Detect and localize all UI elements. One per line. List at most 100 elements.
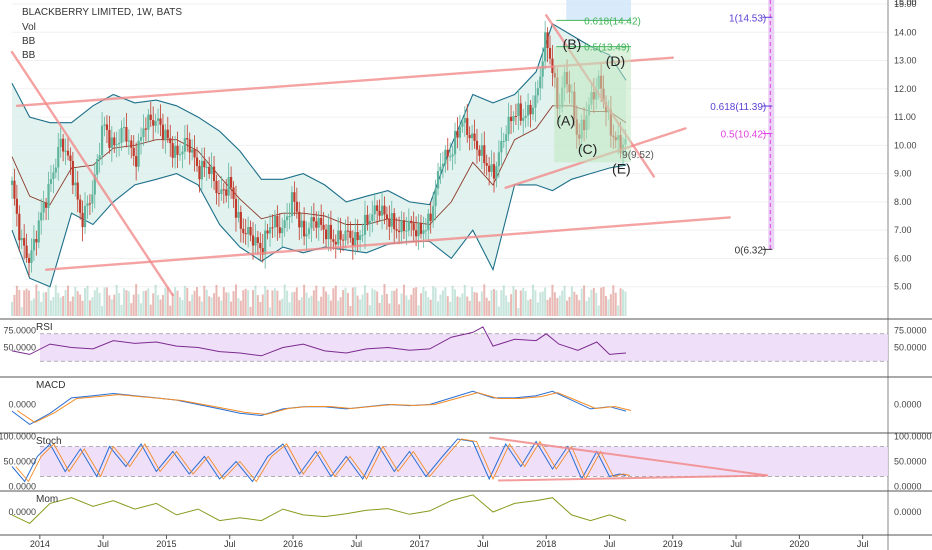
volume-bar bbox=[164, 287, 167, 316]
time-tick-label: 2019 bbox=[663, 539, 683, 549]
candle-body bbox=[303, 220, 306, 237]
volume-bar bbox=[619, 288, 622, 316]
volume-bar bbox=[300, 297, 303, 316]
volume-bar bbox=[346, 292, 349, 316]
price-tick-label: 7.00 bbox=[894, 225, 912, 235]
candle-body bbox=[461, 122, 464, 127]
volume-bar bbox=[237, 298, 240, 316]
volume-bar bbox=[269, 307, 272, 316]
candle-body bbox=[317, 217, 320, 228]
volume-bar bbox=[437, 301, 440, 316]
candle-body bbox=[191, 149, 194, 153]
volume-bar bbox=[183, 285, 186, 316]
volume-bar bbox=[490, 289, 493, 316]
price-grid bbox=[12, 3, 888, 288]
stoch-signal-line bbox=[15, 438, 630, 483]
time-tick-label: 2018 bbox=[536, 539, 556, 549]
volume-bar bbox=[395, 288, 398, 316]
candle-body bbox=[64, 150, 67, 152]
candle-body bbox=[544, 32, 547, 62]
volume-bar bbox=[174, 287, 177, 316]
candle-body bbox=[198, 166, 201, 180]
candle-body bbox=[383, 205, 386, 215]
volume-bar bbox=[410, 294, 413, 316]
candle-body bbox=[118, 142, 121, 145]
oscillator-panels[interactable]: RSI 75.000075.000050.000050.0000MACD0.000… bbox=[0, 318, 932, 525]
candle-body bbox=[37, 220, 40, 243]
candle-body bbox=[264, 230, 267, 255]
candle-body bbox=[232, 187, 235, 199]
candle-body bbox=[239, 211, 242, 229]
candle-body bbox=[261, 248, 264, 255]
volume-bar bbox=[583, 285, 586, 316]
volume-bar bbox=[286, 290, 289, 316]
candle-body bbox=[98, 155, 101, 160]
stoch-tick-label: 100.0000 bbox=[894, 432, 932, 442]
time-tick-label: 2017 bbox=[410, 539, 430, 549]
volume-bar bbox=[244, 288, 247, 316]
volume-bar bbox=[332, 288, 335, 316]
volume-bar bbox=[310, 295, 313, 316]
candle-body bbox=[363, 214, 367, 235]
candle-body bbox=[422, 230, 425, 234]
volume-bar bbox=[480, 291, 483, 316]
candle-body bbox=[361, 234, 364, 236]
volume-bar bbox=[307, 297, 310, 316]
candle-body bbox=[400, 220, 403, 233]
volume-bar bbox=[32, 298, 35, 316]
volume-bar bbox=[471, 287, 474, 316]
volume-bar bbox=[417, 305, 420, 316]
candle-body bbox=[417, 222, 420, 237]
candle-body bbox=[181, 151, 184, 155]
candle-body bbox=[402, 220, 406, 232]
fib-retracement-purple[interactable]: 1(14.53) 0.618(11.39) 0.5(10.42) 0(6.32) bbox=[710, 0, 775, 256]
fib-retracement-green[interactable]: 0.618(14.42) 0.5(13.49) bbox=[554, 0, 641, 163]
candle-body bbox=[534, 95, 537, 108]
candle-body bbox=[88, 203, 92, 205]
candle-body bbox=[531, 107, 535, 115]
candle-body bbox=[458, 126, 462, 138]
candle-body bbox=[281, 227, 284, 234]
candle-body bbox=[529, 104, 532, 115]
time-tick-label: 2014 bbox=[30, 539, 50, 549]
price-tick-label: 12.00 bbox=[894, 84, 917, 94]
fib-level-label: 1(14.53) bbox=[729, 13, 766, 24]
candle-body bbox=[393, 213, 396, 230]
volume-bar bbox=[84, 288, 87, 316]
candle-body bbox=[514, 116, 518, 118]
volume-bar bbox=[25, 288, 28, 316]
rsi-tick-label: 50.0000 bbox=[894, 343, 927, 353]
candle-body bbox=[203, 160, 206, 168]
time-axis[interactable]: 2014 Jul 2015 Jul 2016 Jul 2017 Jul 2018 Jul 2019 J… bbox=[0, 534, 932, 549]
candle-body bbox=[222, 189, 225, 191]
volume-bar bbox=[149, 304, 152, 316]
candle-body bbox=[471, 133, 474, 139]
candle-body bbox=[475, 140, 479, 150]
candle-body bbox=[30, 250, 33, 263]
candle-body bbox=[497, 152, 500, 167]
volume-bar bbox=[315, 285, 318, 316]
volume-bar bbox=[322, 286, 325, 316]
mom-line bbox=[11, 494, 627, 525]
rsi-tick-label-left: 50.0000 bbox=[3, 343, 36, 353]
volume-bar bbox=[273, 288, 276, 316]
candle-body bbox=[268, 227, 272, 234]
volume-bar bbox=[108, 295, 111, 316]
volume-bar bbox=[590, 289, 593, 316]
price-axis[interactable]: 15.00 14.00 13.00 12.00 11.00 10.00 9.00 8.00 7.… bbox=[887, 0, 917, 550]
candle-body bbox=[249, 227, 252, 236]
candle-body bbox=[395, 229, 398, 231]
candle-body bbox=[427, 213, 430, 231]
volume-bar bbox=[344, 287, 347, 316]
candle-body bbox=[25, 245, 28, 258]
wave-label: (A) bbox=[556, 113, 575, 129]
volume-bar bbox=[604, 295, 607, 316]
volume-bar bbox=[454, 289, 457, 316]
volume-bar bbox=[600, 287, 603, 316]
candle-body bbox=[507, 116, 510, 135]
volume-bar bbox=[200, 301, 203, 316]
candle-body bbox=[229, 176, 233, 188]
candle-body bbox=[334, 241, 337, 245]
